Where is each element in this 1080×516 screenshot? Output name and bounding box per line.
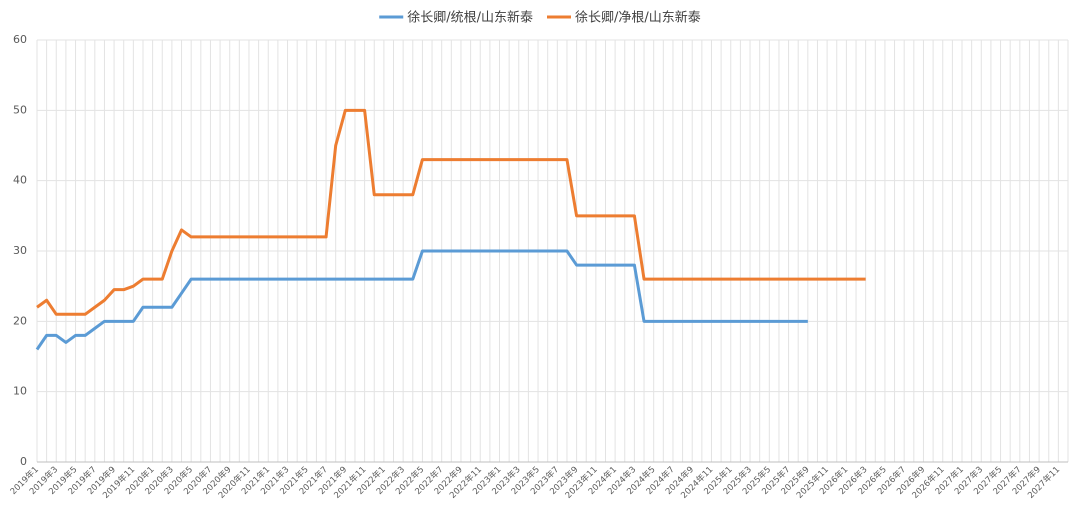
y-tick-label: 10 xyxy=(13,385,27,398)
y-tick-label: 20 xyxy=(13,314,27,327)
y-tick-label: 40 xyxy=(13,174,27,187)
legend-label: 徐长卿/净根/山东新泰 xyxy=(575,10,701,26)
y-tick-label: 30 xyxy=(13,244,27,257)
series-line xyxy=(35,249,808,351)
y-tick-label: 0 xyxy=(20,455,27,468)
y-tick-label: 50 xyxy=(13,103,27,116)
legend: 徐长卿/统根/山东新泰 徐长卿/净根/山东新泰 xyxy=(379,10,701,26)
legend-label: 徐长卿/统根/山东新泰 xyxy=(407,10,533,26)
y-tick-label: 60 xyxy=(13,33,27,46)
series-line xyxy=(36,108,866,316)
